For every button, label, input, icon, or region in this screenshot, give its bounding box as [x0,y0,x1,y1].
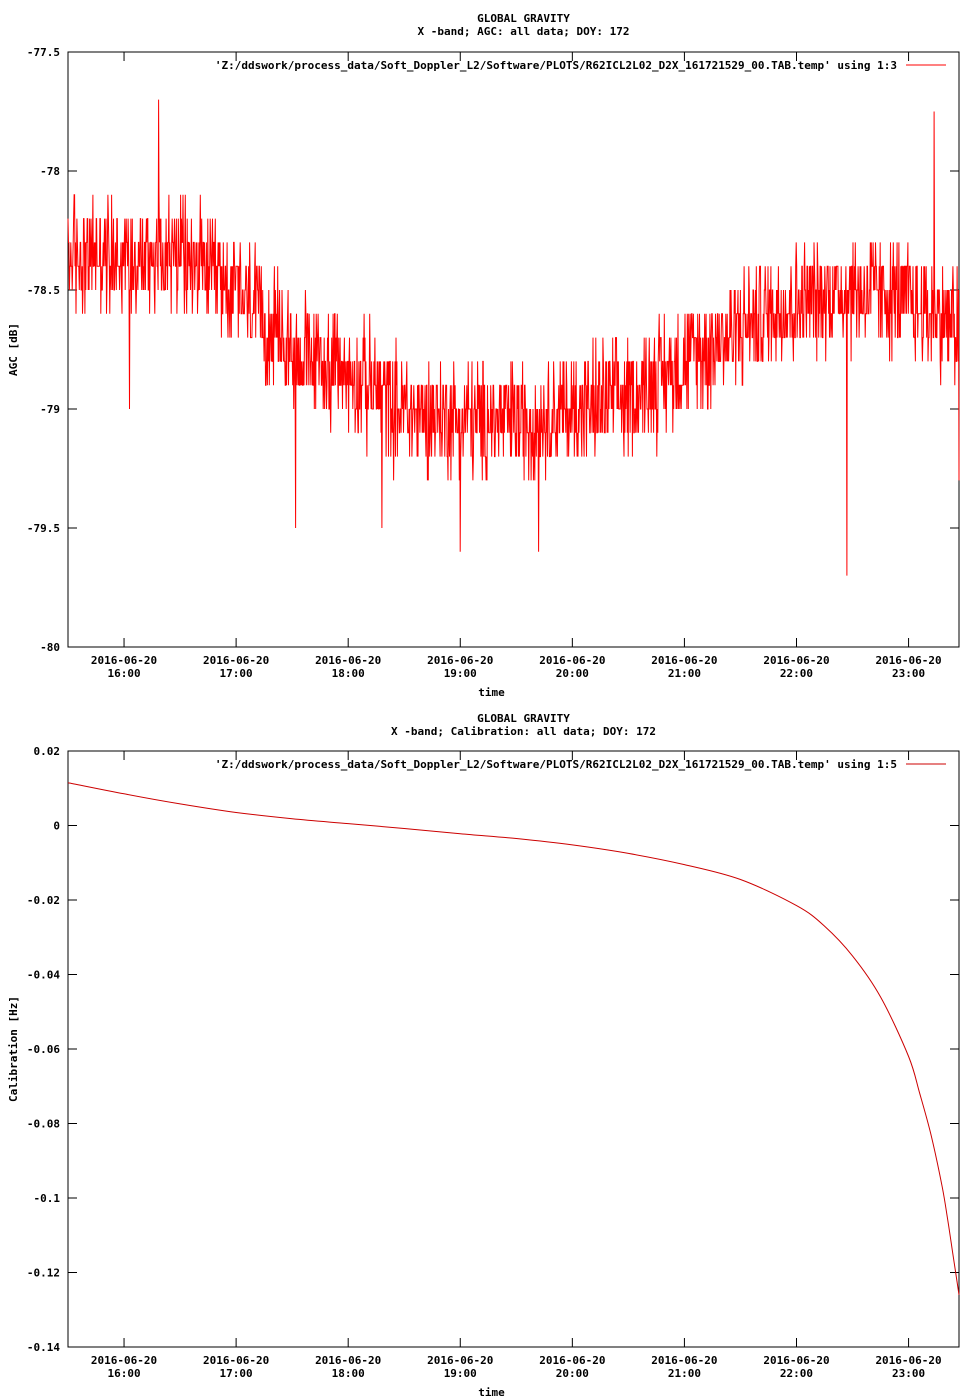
y-tick-label: -0.14 [27,1341,60,1354]
x-tick-time-label: 22:00 [780,1367,813,1380]
x-tick-date-label: 2016-06-20 [875,654,941,667]
x-tick-date-label: 2016-06-20 [315,1354,381,1367]
x-tick-time-label: 18:00 [332,1367,365,1380]
x-tick-time-label: 18:00 [332,667,365,680]
x-tick-time-label: 23:00 [892,667,925,680]
x-tick-time-label: 22:00 [780,667,813,680]
y-tick-label: -0.1 [34,1192,61,1205]
x-tick-time-label: 17:00 [220,667,253,680]
x-tick-date-label: 2016-06-20 [763,654,829,667]
x-tick-date-label: 2016-06-20 [875,1354,941,1367]
x-tick-date-label: 2016-06-20 [91,654,157,667]
x-tick-date-label: 2016-06-20 [203,1354,269,1367]
y-tick-label: -79.5 [27,522,60,535]
y-axis-label: Calibration [Hz] [7,996,20,1102]
x-tick-time-label: 16:00 [107,667,140,680]
x-tick-time-label: 20:00 [556,1367,589,1380]
x-tick-date-label: 2016-06-20 [315,654,381,667]
y-tick-label: 0.02 [34,745,61,758]
chart-title: GLOBAL GRAVITY [477,712,570,725]
y-tick-label: -0.08 [27,1118,60,1131]
y-tick-label: -0.12 [27,1267,60,1280]
x-tick-date-label: 2016-06-20 [91,1354,157,1367]
x-tick-date-label: 2016-06-20 [651,1354,717,1367]
legend-entry-label: 'Z:/ddswork/process_data/Soft_Doppler_L2… [215,758,897,771]
y-tick-label: -78.5 [27,284,60,297]
y-tick-label: -77.5 [27,46,60,59]
y-tick-label: -0.02 [27,894,60,907]
chart-subtitle: X -band; AGC: all data; DOY: 172 [418,25,630,38]
y-tick-label: -0.04 [27,969,60,982]
x-tick-date-label: 2016-06-20 [427,654,493,667]
chart-title: GLOBAL GRAVITY [477,12,570,25]
y-axis-label: AGC [dB] [7,323,20,376]
x-tick-date-label: 2016-06-20 [539,654,605,667]
series-line [67,99,960,576]
x-tick-time-label: 19:00 [444,1367,477,1380]
y-tick-label: -78 [40,165,60,178]
x-tick-date-label: 2016-06-20 [427,1354,493,1367]
x-tick-time-label: 16:00 [107,1367,140,1380]
series-line [67,782,960,1295]
x-tick-time-label: 20:00 [556,667,589,680]
x-tick-time-label: 23:00 [892,1367,925,1380]
x-axis-label: time [478,686,505,699]
x-tick-date-label: 2016-06-20 [539,1354,605,1367]
legend-entry-label: 'Z:/ddswork/process_data/Soft_Doppler_L2… [215,59,897,72]
y-tick-label: -0.06 [27,1043,60,1056]
chart-subtitle: X -band; Calibration: all data; DOY: 172 [391,725,656,738]
x-tick-time-label: 17:00 [220,1367,253,1380]
x-tick-date-label: 2016-06-20 [203,654,269,667]
x-tick-date-label: 2016-06-20 [763,1354,829,1367]
y-tick-label: -80 [40,641,60,654]
x-tick-time-label: 21:00 [668,1367,701,1380]
x-tick-time-label: 21:00 [668,667,701,680]
x-tick-time-label: 19:00 [444,667,477,680]
y-tick-label: -79 [40,403,60,416]
y-tick-label: 0 [53,820,60,833]
plot-frame [67,750,960,1348]
x-tick-date-label: 2016-06-20 [651,654,717,667]
x-axis-label: time [478,1386,505,1399]
